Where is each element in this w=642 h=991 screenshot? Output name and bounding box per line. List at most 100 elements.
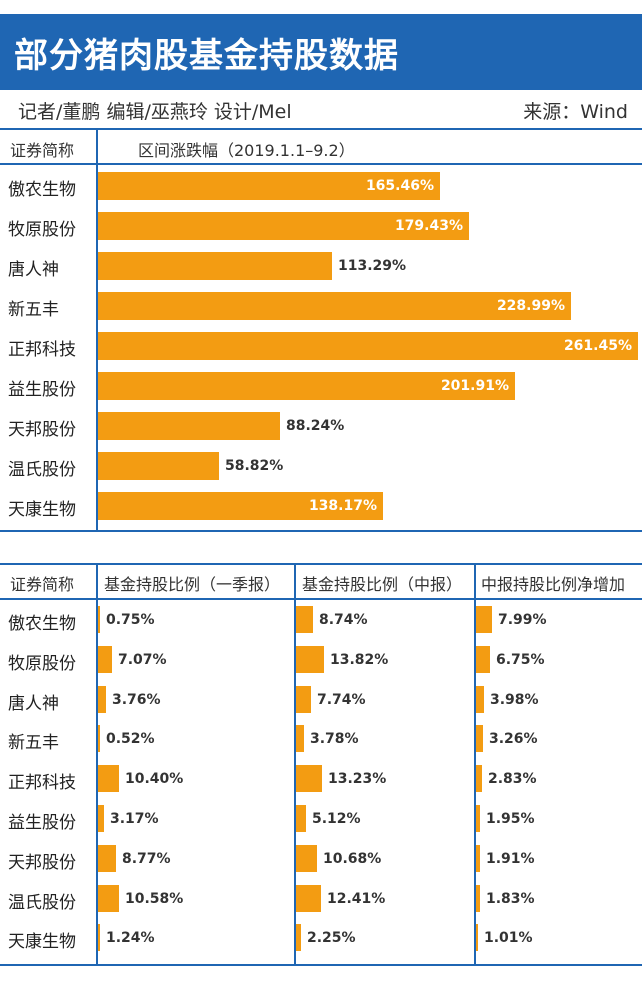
cell-bar bbox=[98, 924, 100, 951]
cell-bar bbox=[296, 845, 317, 872]
data-label: 261.45% bbox=[563, 338, 632, 354]
cell-value: 12.41% bbox=[327, 891, 386, 907]
data-label: 58.82% bbox=[225, 458, 284, 474]
table-col-header-q1: 基金持股比例（一季报） bbox=[104, 575, 281, 594]
bar bbox=[98, 172, 440, 200]
bar bbox=[98, 252, 332, 280]
table-divider-2 bbox=[294, 563, 296, 966]
cell-value: 1.95% bbox=[486, 811, 535, 827]
top-chart-bottom-rule bbox=[0, 530, 642, 532]
cell-bar bbox=[296, 646, 324, 673]
cell-bar bbox=[98, 606, 100, 633]
bar bbox=[98, 292, 571, 320]
cell-value: 1.01% bbox=[484, 930, 533, 946]
cell-bar bbox=[98, 805, 104, 832]
cell-bar bbox=[98, 686, 106, 713]
data-label: 138.17% bbox=[308, 498, 377, 514]
row-label: 益生股份 bbox=[8, 380, 76, 400]
cell-bar bbox=[296, 606, 313, 633]
table-divider-3 bbox=[474, 563, 476, 966]
cell-value: 13.23% bbox=[328, 771, 387, 787]
cell-bar bbox=[296, 686, 311, 713]
source-line: 来源：Wind bbox=[523, 101, 628, 123]
cell-bar bbox=[98, 885, 119, 912]
cell-value: 3.78% bbox=[310, 731, 359, 747]
cell-value: 7.07% bbox=[118, 652, 167, 668]
table-col-header-name: 证券简称 bbox=[10, 575, 75, 594]
cell-value: 3.17% bbox=[110, 811, 159, 827]
row-label: 天邦股份 bbox=[8, 853, 76, 873]
cell-value: 8.74% bbox=[319, 612, 368, 628]
data-label: 228.99% bbox=[496, 298, 565, 314]
data-label: 113.29% bbox=[338, 258, 407, 274]
row-label: 温氏股份 bbox=[8, 893, 76, 913]
title-bar: 部分猪肉股基金持股数据 bbox=[0, 14, 642, 90]
cell-value: 10.58% bbox=[125, 891, 184, 907]
data-label: 165.46% bbox=[365, 178, 434, 194]
bar bbox=[98, 332, 638, 360]
top-chart-axis bbox=[96, 128, 98, 532]
cell-value: 8.77% bbox=[122, 851, 171, 867]
cell-value: 1.24% bbox=[106, 930, 155, 946]
cell-value: 2.25% bbox=[307, 930, 356, 946]
table-col-header-increase: 中报持股比例净增加 bbox=[481, 575, 626, 594]
table-divider-1 bbox=[96, 563, 98, 966]
bar bbox=[98, 452, 219, 480]
cell-bar bbox=[98, 646, 112, 673]
row-label: 牧原股份 bbox=[8, 220, 76, 240]
table-col-header-mid: 基金持股比例（中报） bbox=[302, 575, 463, 594]
row-label: 正邦科技 bbox=[8, 773, 76, 793]
row-label: 天康生物 bbox=[8, 932, 76, 952]
cell-bar bbox=[476, 885, 480, 912]
row-label: 新五丰 bbox=[8, 733, 59, 753]
chart-title: 部分猪肉股基金持股数据 bbox=[14, 36, 399, 76]
cell-bar bbox=[296, 885, 321, 912]
cell-value: 3.98% bbox=[490, 692, 539, 708]
cell-bar bbox=[476, 725, 483, 752]
cell-value: 10.40% bbox=[125, 771, 184, 787]
cell-bar bbox=[476, 805, 480, 832]
row-label: 傲农生物 bbox=[8, 614, 76, 634]
bar bbox=[98, 212, 469, 240]
table-top-rule bbox=[0, 563, 642, 565]
top-col-header-name: 证券简称 bbox=[10, 141, 75, 160]
cell-bar bbox=[296, 765, 322, 792]
cell-bar bbox=[476, 924, 478, 951]
cell-value: 10.68% bbox=[323, 851, 382, 867]
cell-value: 1.83% bbox=[486, 891, 535, 907]
cell-bar bbox=[296, 725, 304, 752]
cell-bar bbox=[476, 646, 490, 673]
cell-bar bbox=[296, 805, 306, 832]
data-label: 179.43% bbox=[394, 218, 463, 234]
cell-bar bbox=[296, 924, 301, 951]
data-label: 201.91% bbox=[440, 378, 509, 394]
cell-value: 1.91% bbox=[486, 851, 535, 867]
cell-bar bbox=[476, 606, 492, 633]
credit-line: 记者/董鹏 编辑/巫燕玲 设计/Mel bbox=[18, 101, 292, 123]
row-label: 益生股份 bbox=[8, 813, 76, 833]
cell-bar bbox=[98, 725, 100, 752]
row-label: 天邦股份 bbox=[8, 420, 76, 440]
data-label: 88.24% bbox=[286, 418, 345, 434]
table-header-rule bbox=[0, 598, 642, 600]
row-label: 傲农生物 bbox=[8, 180, 76, 200]
cell-bar bbox=[98, 845, 116, 872]
cell-value: 3.26% bbox=[489, 731, 538, 747]
bar bbox=[98, 492, 383, 520]
cell-bar bbox=[476, 765, 482, 792]
bar bbox=[98, 372, 515, 400]
cell-value: 6.75% bbox=[496, 652, 545, 668]
cell-bar bbox=[476, 845, 480, 872]
top-chart-top-rule bbox=[0, 128, 642, 130]
cell-value: 7.99% bbox=[498, 612, 547, 628]
row-label: 温氏股份 bbox=[8, 460, 76, 480]
row-label: 新五丰 bbox=[8, 300, 59, 320]
cell-bar bbox=[476, 686, 484, 713]
cell-value: 0.75% bbox=[106, 612, 155, 628]
cell-value: 0.52% bbox=[106, 731, 155, 747]
row-label: 牧原股份 bbox=[8, 654, 76, 674]
row-label: 正邦科技 bbox=[8, 340, 76, 360]
row-label: 唐人神 bbox=[8, 694, 59, 714]
cell-value: 7.74% bbox=[317, 692, 366, 708]
table-bottom-rule bbox=[0, 964, 642, 966]
